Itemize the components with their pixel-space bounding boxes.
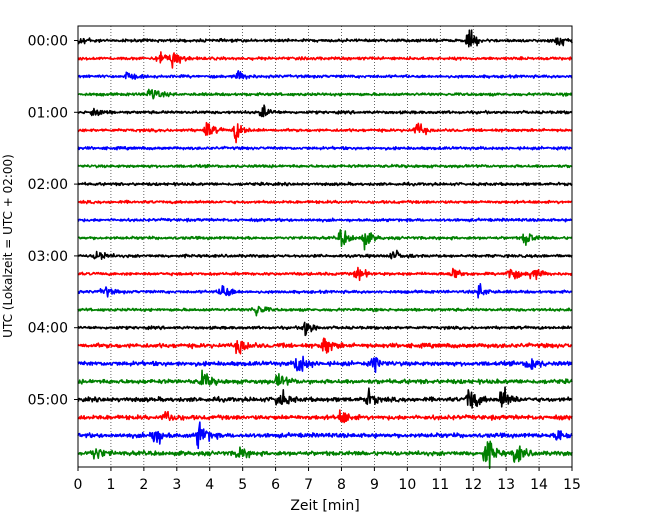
trace-line	[77, 409, 573, 424]
x-axis-label: Zeit [min]	[290, 498, 359, 514]
trace-line	[77, 321, 573, 337]
y-axis-label: UTC (Lokalzeit = UTC + 02:00)	[1, 154, 15, 338]
x-tick-label: 7	[304, 477, 313, 493]
x-tick-label: 14	[530, 477, 548, 493]
trace-line	[77, 88, 573, 100]
trace-line	[77, 266, 573, 282]
x-tick-label: 0	[74, 477, 83, 493]
x-tick-label: 10	[398, 477, 416, 493]
trace-line	[77, 121, 573, 144]
trace-line	[77, 305, 573, 317]
y-tick-label: 01:00	[28, 105, 68, 121]
x-tick-label: 2	[139, 477, 148, 493]
x-tick-label: 12	[464, 477, 482, 493]
y-tick-label: 04:00	[28, 321, 68, 337]
trace-line	[77, 51, 573, 69]
y-tick-label: 02:00	[28, 177, 68, 193]
x-tick-label: 8	[337, 477, 346, 493]
seismogram-traces	[77, 29, 573, 470]
trace-line	[77, 386, 573, 409]
y-tick-label: 00:00	[28, 34, 68, 50]
y-tick-label: 05:00	[28, 393, 68, 409]
y-axis: 00:00 01:00 02:00 03:00 04:00 05:00	[28, 34, 78, 409]
x-tick-label: 5	[238, 477, 247, 493]
y-tick-label: 03:00	[28, 249, 68, 265]
trace-line	[77, 355, 573, 374]
trace-line	[77, 145, 573, 151]
trace-line	[77, 163, 573, 169]
trace-line	[77, 282, 573, 299]
x-tick-label: 15	[563, 477, 581, 493]
trace-line	[77, 104, 573, 118]
trace-line	[77, 29, 573, 48]
trace-line	[77, 440, 573, 470]
trace-line	[77, 70, 573, 80]
trace-line	[77, 217, 573, 223]
x-tick-label: 9	[370, 477, 379, 493]
trace-line	[77, 181, 573, 187]
trace-line	[77, 249, 573, 260]
trace-line	[77, 229, 573, 251]
x-tick-label: 3	[172, 477, 181, 493]
trace-line	[77, 421, 573, 450]
trace-line	[77, 337, 573, 355]
x-tick-label: 11	[431, 477, 449, 493]
x-tick-label: 4	[205, 477, 214, 493]
x-axis: 0 1 2 3 4 5 6 7 8 9 10 11 12 13 14 15	[74, 467, 581, 493]
trace-line	[77, 199, 573, 205]
trace-line	[77, 369, 573, 386]
plot-frame	[77, 25, 573, 468]
x-tick-label: 13	[497, 477, 515, 493]
x-tick-label: 1	[106, 477, 115, 493]
x-tick-label: 6	[271, 477, 280, 493]
